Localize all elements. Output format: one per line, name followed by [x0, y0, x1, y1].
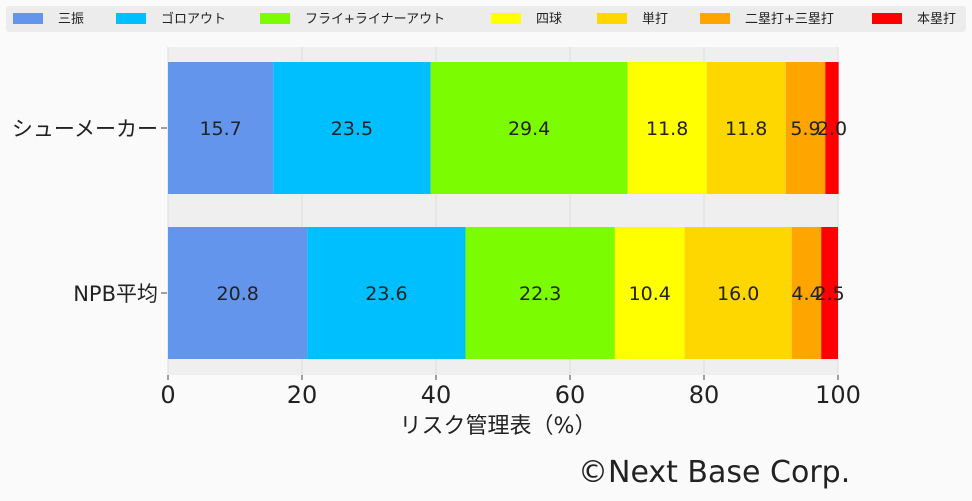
x-tick-label: 20: [287, 381, 318, 409]
legend-label: 二塁打+三塁打: [745, 12, 834, 27]
bar-segment: [614, 227, 685, 359]
x-tick-label: 60: [555, 381, 586, 409]
legend-swatch: [700, 13, 730, 24]
bar-data-label: 15.7: [199, 118, 241, 140]
bar-segment: [825, 62, 839, 194]
bar-data-label: 29.4: [508, 118, 550, 140]
legend-label: 三振: [58, 12, 84, 27]
legend-swatch: [13, 13, 43, 24]
bar-data-label: 2.5: [815, 283, 845, 305]
bar-segment: [821, 227, 838, 359]
bar-data-label: 16.0: [717, 283, 759, 305]
bar-segment: [706, 62, 786, 194]
bar-data-label: 22.3: [519, 283, 561, 305]
bar-data-label: 20.8: [217, 283, 259, 305]
x-tick-label: 40: [421, 381, 452, 409]
bar-segment: [168, 227, 308, 359]
bar-segment: [791, 227, 822, 359]
copyright-notice: ©Next Base Corp.: [578, 455, 851, 490]
legend: 三振 ゴロアウト フライ+ライナーアウト 四球 単打 二塁打+三塁打 本塁打: [13, 11, 956, 27]
legend-label: フライ+ライナーアウト: [305, 12, 445, 27]
legend-swatch: [597, 13, 627, 24]
y-axis-categories: シューメーカー NPB平均: [12, 117, 167, 306]
legend-swatch: [872, 13, 902, 24]
legend-label: ゴロアウト: [161, 11, 226, 27]
legend-background: [6, 6, 966, 32]
bar-segment: [465, 227, 615, 359]
bar-segment: [430, 62, 628, 194]
bar-data-label: 10.4: [629, 283, 671, 305]
bar-segment: [684, 227, 792, 359]
bar-data-label: 23.6: [365, 283, 407, 305]
x-axis-label: リスク管理表（%）: [400, 414, 597, 439]
bar-data-label: 5.9: [790, 118, 820, 140]
bar-segment: [273, 62, 431, 194]
x-tick-label: 80: [689, 381, 720, 409]
bar-data-label: 11.8: [646, 118, 688, 140]
legend-label: 四球: [536, 12, 562, 27]
x-tick-label: 100: [815, 381, 861, 409]
legend-label: 本塁打: [917, 12, 956, 27]
bar-data-label: 11.8: [725, 118, 767, 140]
y-category-label: シューメーカー: [12, 117, 158, 141]
legend-label: 単打: [642, 11, 668, 27]
bar-data-label: 4.4: [791, 283, 821, 305]
x-axis-ticks: 0 20 40 60 80 100: [160, 375, 861, 409]
y-category-label: NPB平均: [73, 282, 158, 306]
x-tick-label: 0: [160, 381, 175, 409]
bar-segment: [785, 62, 826, 194]
bar-segment: [627, 62, 707, 194]
bar-segment: [168, 62, 274, 194]
bars: 15.7 23.5 29.4 11.8 11.8 5.92.0 20.8 23.6 22.3 10…: [168, 62, 847, 359]
bar-data-label: 23.5: [331, 118, 373, 140]
bar-data-label: 2.0: [817, 118, 847, 140]
legend-swatch: [491, 13, 521, 24]
legend-swatch: [260, 13, 290, 24]
bar-segment: [307, 227, 466, 359]
legend-swatch: [116, 13, 146, 24]
